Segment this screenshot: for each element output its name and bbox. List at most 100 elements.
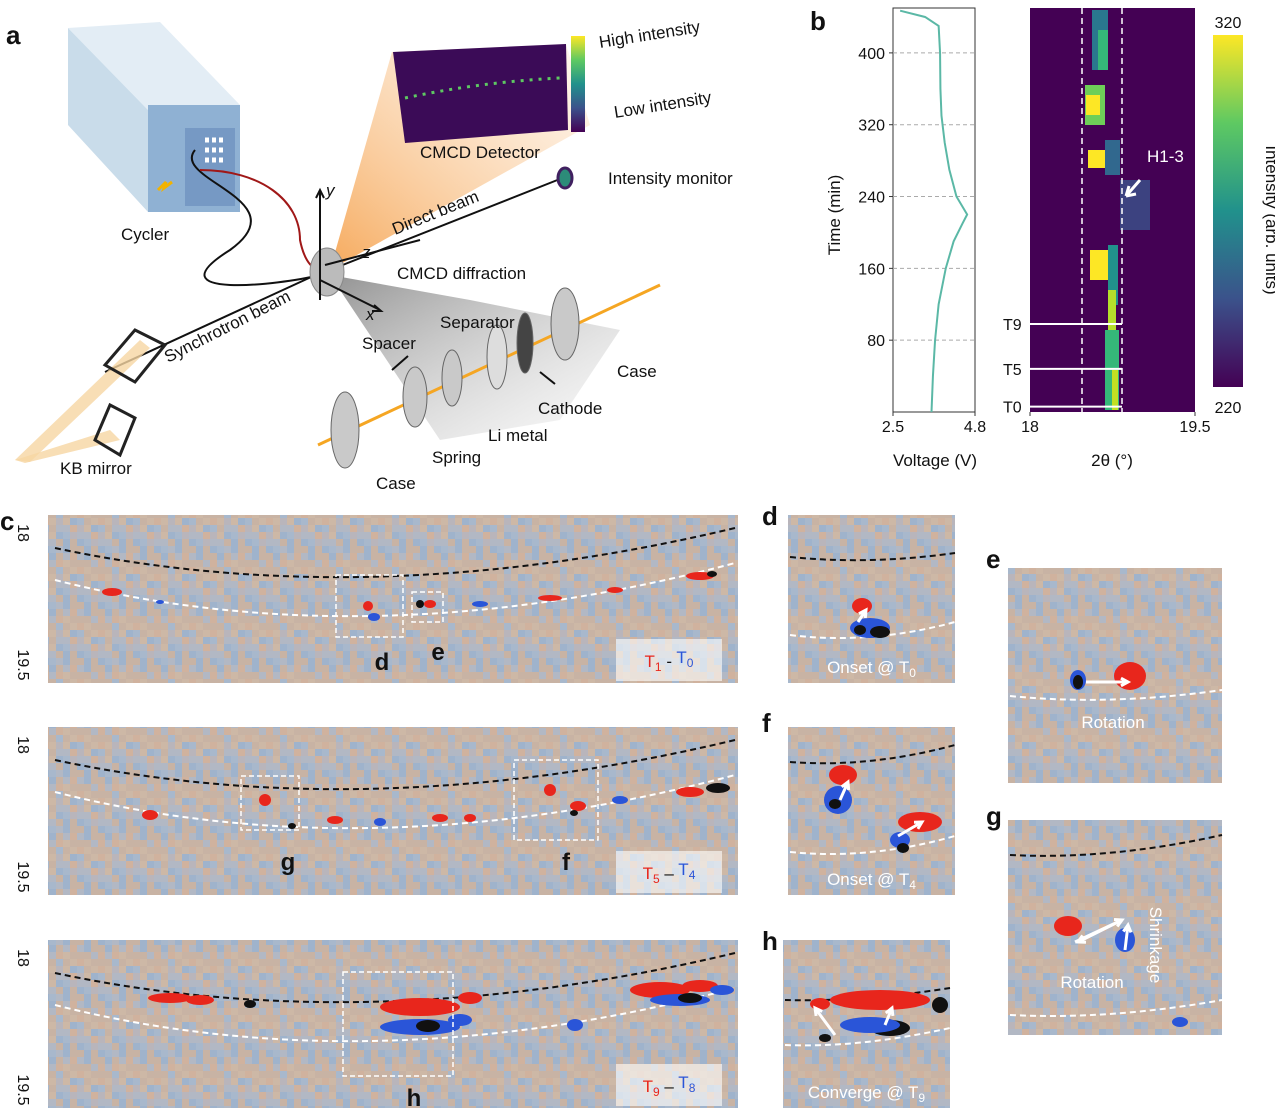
marker-label: T9 <box>1003 317 1022 334</box>
feature <box>142 810 158 820</box>
map: Rotation Shrinkage <box>1008 820 1223 1035</box>
arrow <box>391 355 556 385</box>
feature <box>854 625 866 635</box>
feature <box>678 993 702 1003</box>
map: h T9 – T8 <box>48 940 738 1111</box>
feature <box>567 1019 583 1031</box>
y-tick-label: 19.5 <box>14 861 31 892</box>
kb-mirror <box>93 402 137 458</box>
y-tick-label: 320 <box>858 118 885 135</box>
reference-arc <box>54 739 736 791</box>
feature <box>870 626 890 638</box>
feature <box>363 601 373 611</box>
zoom-box <box>335 574 404 638</box>
cycler-top <box>68 22 240 110</box>
panel-label: a <box>6 20 21 50</box>
feature <box>259 794 271 806</box>
label-part: T <box>643 1077 653 1096</box>
y-tick-label: 19.5 <box>14 1074 31 1105</box>
zoom-box <box>240 775 300 831</box>
x-tick-label: 18 <box>1021 419 1039 436</box>
y-tick-label: 18 <box>14 949 31 967</box>
reference-arc <box>1009 689 1223 701</box>
label-part: 5 <box>653 872 660 886</box>
map: Rotation <box>1008 568 1223 783</box>
direct-beam <box>329 176 566 271</box>
y-tick-label: 240 <box>858 190 885 207</box>
panel-label: g <box>986 801 1002 831</box>
zoom-note: Shrinkage <box>1146 907 1165 984</box>
cycler-side <box>68 28 148 212</box>
feature <box>1172 1017 1188 1027</box>
reference-arc <box>789 835 956 855</box>
reference-arc <box>54 952 736 1004</box>
map-bg <box>788 515 955 683</box>
label-part: – <box>660 864 679 883</box>
schematic: Cycler Synchrotron beam KB mirror CMCD D… <box>15 17 733 493</box>
axis-label: z <box>361 243 371 262</box>
feature <box>416 600 424 608</box>
feature <box>380 998 460 1016</box>
caption-sub: 4 <box>909 878 916 892</box>
y-tick-label: 160 <box>858 261 885 278</box>
voltage-line <box>899 9 969 413</box>
feature <box>102 588 122 596</box>
map: Converge @ T9 <box>783 940 951 1108</box>
label: Cycler <box>121 225 170 244</box>
x-tick-label: 4.8 <box>964 419 986 436</box>
feature <box>710 985 734 995</box>
label: CMCD diffraction <box>397 264 526 283</box>
feature <box>374 818 386 826</box>
label-box <box>616 1064 722 1106</box>
feature <box>682 980 718 992</box>
feature <box>448 1014 472 1026</box>
feature <box>156 600 164 604</box>
li-metal <box>486 324 508 390</box>
panel-label: e <box>986 544 1000 574</box>
feature <box>458 992 482 1004</box>
cathode <box>516 312 534 374</box>
feature <box>244 1000 256 1008</box>
feature <box>544 784 556 796</box>
reference-arc <box>1009 999 1223 1017</box>
kb-mirror <box>102 328 168 384</box>
label-part: – <box>660 1077 679 1096</box>
zoom-caption: Converge @ T9 <box>808 1083 926 1105</box>
label: Intensity monitor <box>608 169 733 188</box>
label: KB mirror <box>60 459 132 478</box>
caption-sub: 9 <box>918 1091 925 1105</box>
arrow <box>856 607 868 623</box>
annotation: H1-3 <box>1147 147 1184 166</box>
map: g f T5 – T4 <box>48 727 738 895</box>
label-box <box>616 639 722 681</box>
feature <box>897 843 909 853</box>
arrow <box>838 779 851 801</box>
box-letter: d <box>375 649 390 676</box>
caption-text: Rotation <box>1081 713 1144 732</box>
feature <box>607 587 623 593</box>
label-part: 1 <box>655 660 662 674</box>
map-bg <box>788 727 955 895</box>
zoom-caption: Onset @ T0 <box>827 658 916 680</box>
zoom-box <box>513 759 599 841</box>
feature <box>612 796 628 804</box>
feature <box>840 1017 900 1033</box>
intensity-monitor <box>556 166 574 190</box>
y-tick-label: 19.5 <box>14 649 31 680</box>
voltage-plot: Voltage (V) Time (min) 80 160 240 320 400 2.5… <box>825 7 986 470</box>
feature <box>472 601 488 607</box>
label: Case <box>617 362 657 381</box>
reference-arc <box>784 987 951 1002</box>
label-part: T <box>678 1073 688 1092</box>
feature <box>630 982 690 998</box>
arrow <box>1122 921 1133 951</box>
feature <box>810 998 830 1010</box>
feature <box>570 801 586 811</box>
box-letter: e <box>431 639 444 666</box>
feature <box>464 814 476 822</box>
feature <box>819 1034 831 1042</box>
label-part: 4 <box>689 868 696 882</box>
label: Synchrotron beam <box>161 287 293 367</box>
reference-arc <box>789 744 956 765</box>
